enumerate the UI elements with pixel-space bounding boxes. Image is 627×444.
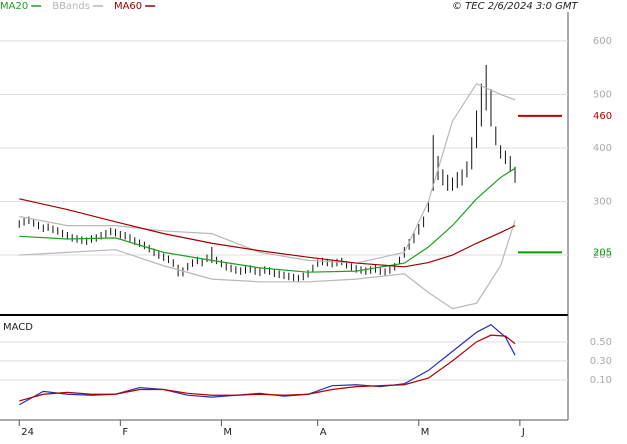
level-label: 205 xyxy=(593,247,612,258)
level-label: 460 xyxy=(593,111,612,122)
line xyxy=(18,323,516,406)
x-tick-label: A xyxy=(320,427,327,438)
x-tick-label: J xyxy=(521,427,525,438)
legend-label: BBands xyxy=(52,1,90,12)
y-tick-label: 300 xyxy=(593,197,612,208)
line xyxy=(19,82,516,264)
y-tick-label: 600 xyxy=(593,36,612,47)
legend-label: MA20 xyxy=(0,1,28,12)
y-tick-label: 500 xyxy=(593,89,612,100)
source: © TEC 2/6/2024 3:0 GMT xyxy=(452,1,579,12)
line xyxy=(19,198,516,268)
x-tick-label: M xyxy=(223,427,232,438)
line xyxy=(19,167,516,273)
y-tick-label: 0.10 xyxy=(590,375,612,386)
y-tick-label: 200 xyxy=(593,250,612,261)
y-tick-label: 0.50 xyxy=(590,337,612,348)
x-tick-label: F xyxy=(122,427,128,438)
line xyxy=(19,334,516,402)
y-tick-label: 0.30 xyxy=(590,356,612,367)
panel-title: MACD xyxy=(3,322,33,333)
line xyxy=(19,220,516,310)
x-tick-label: 24 xyxy=(21,427,34,438)
x-tick-label: M xyxy=(421,427,430,438)
legend-label: MA60 xyxy=(114,1,142,12)
y-tick-label: 400 xyxy=(593,143,612,154)
